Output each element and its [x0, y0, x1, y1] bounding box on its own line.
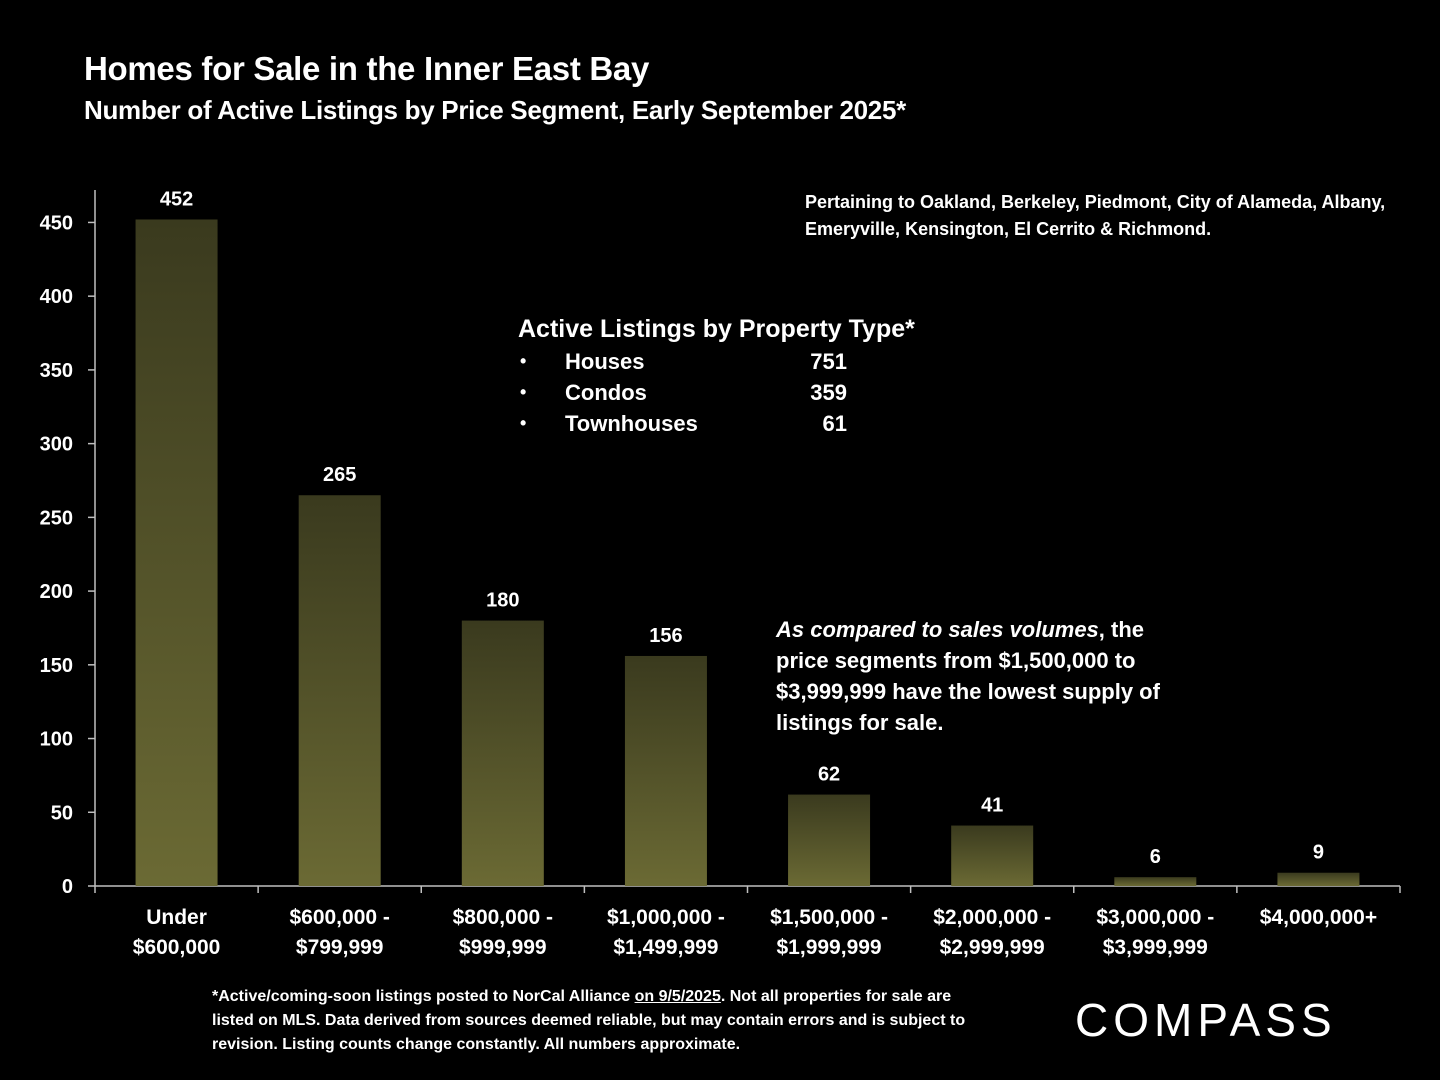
footnote-date: on 9/5/2025 — [634, 988, 721, 1005]
comparison-note: As compared to sales volumes, the price … — [776, 614, 1176, 738]
x-tick-label: $3,999,999 — [1103, 936, 1208, 959]
data-label: 41 — [981, 795, 1003, 817]
y-axis: 0 50 100 150 200 250 300 350 400 450 — [40, 190, 96, 898]
x-tick-label: $2,999,999 — [940, 936, 1045, 959]
x-tick-label: $4,000,000+ — [1260, 906, 1377, 929]
property-type-title: Active Listings by Property Type* — [518, 315, 915, 343]
x-tick-label: $800,000 - — [453, 906, 553, 929]
bar — [461, 620, 544, 886]
bar — [135, 219, 218, 887]
x-tick-label: $1,499,999 — [613, 936, 718, 959]
x-tick-label: $1,000,000 - — [607, 906, 725, 929]
property-type-name: Townhouses — [565, 411, 698, 436]
x-tick-label: $2,000,000 - — [933, 906, 1051, 929]
bars — [135, 219, 1360, 887]
compass-logo: COMPASS — [1075, 994, 1337, 1046]
x-tick-label: $1,999,999 — [777, 936, 882, 959]
data-label: 180 — [486, 590, 519, 612]
comparison-italic: As compared to sales volumes — [776, 617, 1099, 642]
x-tick-label: Under — [146, 906, 207, 929]
y-tick-label: 100 — [40, 729, 73, 751]
property-type-count: 751 — [810, 349, 847, 374]
footnote-suffix: . Not all properties for sale are listed… — [212, 988, 966, 1053]
bar — [1114, 877, 1197, 886]
data-label: 6 — [1150, 846, 1161, 868]
property-type-name: Condos — [565, 380, 647, 405]
property-type-count: 61 — [822, 411, 847, 436]
property-type-row: • Condos 359 — [518, 377, 915, 408]
chart-title: Homes for Sale in the Inner East Bay — [84, 50, 650, 87]
bar — [298, 495, 381, 886]
data-label: 156 — [649, 625, 682, 647]
y-tick-label: 250 — [40, 507, 73, 529]
bullet-icon: • — [520, 382, 527, 402]
x-tick-label: $799,999 — [296, 936, 384, 959]
y-tick-label: 350 — [40, 360, 73, 382]
bar-chart: 0 50 100 150 200 250 300 350 400 450 Under $600,00… — [40, 188, 1401, 959]
chart-subtitle: Number of Active Listings by Price Segme… — [84, 95, 906, 125]
property-type-row: • Houses 751 — [518, 346, 915, 377]
property-type-box: Active Listings by Property Type* • Hous… — [518, 312, 915, 439]
x-tick-label: $3,000,000 - — [1096, 906, 1214, 929]
data-label: 9 — [1313, 842, 1324, 864]
comparison-text: , the price segments from $1,500,000 to … — [776, 617, 1160, 735]
bar — [1277, 872, 1360, 886]
region-note: Pertaining to Oakland, Berkeley, Piedmon… — [805, 192, 1386, 239]
y-tick-label: 300 — [40, 434, 73, 456]
x-tick-label: $1,500,000 - — [770, 906, 888, 929]
y-tick-label: 400 — [40, 286, 73, 308]
bar — [788, 794, 871, 886]
property-type-count: 359 — [810, 380, 847, 405]
y-tick-label: 450 — [40, 212, 73, 234]
x-tick-label: $999,999 — [459, 936, 547, 959]
data-labels: 452 265 180 156 62 41 6 9 — [160, 188, 1324, 868]
bar — [951, 825, 1034, 886]
y-tick-label: 50 — [51, 802, 73, 824]
data-label: 62 — [818, 764, 840, 786]
y-tick-label: 0 — [62, 876, 73, 898]
property-type-row: • Townhouses 61 — [518, 408, 915, 439]
property-type-name: Houses — [565, 349, 645, 374]
footnote-prefix: *Active/coming-soon listings posted to N… — [212, 988, 635, 1005]
bar — [624, 655, 707, 886]
data-label: 452 — [160, 188, 193, 210]
data-label: 265 — [323, 464, 356, 486]
y-tick-label: 200 — [40, 581, 73, 603]
x-axis: Under $600,000 $600,000 - $799,999 $800,000 … — [94, 885, 1401, 959]
x-tick-label: $600,000 — [133, 936, 221, 959]
y-tick-label: 150 — [40, 655, 73, 677]
footnote: *Active/coming-soon listings posted to N… — [212, 985, 982, 1057]
x-tick-label: $600,000 - — [289, 906, 389, 929]
bullet-icon: • — [520, 413, 527, 433]
bullet-icon: • — [520, 351, 527, 371]
